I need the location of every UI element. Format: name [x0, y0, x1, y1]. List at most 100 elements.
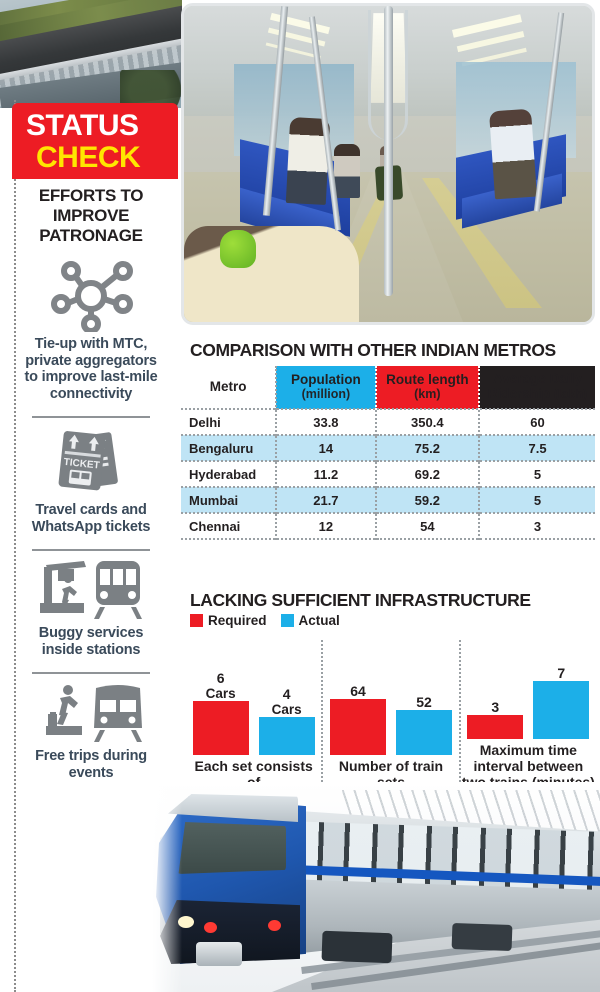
column-header-ridership: Average Daily Ridership (lakh) — [479, 366, 595, 409]
sidebar-item-label: Free trips during events — [35, 748, 147, 781]
sidebar-item-free-trips[interactable]: Free trips during events — [16, 682, 166, 795]
headlight — [178, 916, 194, 928]
sidebar-item-label: Tie-up with MTC, private aggregators to … — [24, 336, 158, 402]
bar-value: 64 — [350, 683, 366, 699]
cell-population: 14 — [276, 435, 377, 461]
legend-label-required: Required — [208, 613, 267, 628]
infrastructure-bar-chart: 6 Cars 4 Cars Each set consists of 64 — [186, 640, 596, 790]
sidebar-divider — [32, 416, 150, 418]
cell-metro: Chennai — [181, 513, 278, 539]
legend-swatch-required — [190, 614, 203, 627]
bar-value: 6 — [216, 670, 225, 686]
shrub — [120, 70, 182, 108]
bar-actual: 52 — [395, 694, 452, 755]
chart-legend: Required Actual — [190, 613, 340, 628]
bar-rect-required — [192, 701, 249, 755]
network-hub-icon — [16, 260, 166, 332]
metro-interior-photo — [181, 3, 595, 325]
cell-route-length: 75.2 — [375, 435, 481, 461]
chart-section-title: LACKING SUFFICIENT INFRASTRUCTURE — [190, 590, 531, 610]
cell-ridership: 7.5 — [528, 440, 547, 456]
bar-rect-required — [329, 699, 386, 755]
legend-item-actual: Actual — [280, 613, 340, 628]
bar-value: 4 — [282, 686, 291, 702]
cell-ridership: 5 — [533, 492, 542, 508]
column-header-metro: Metro — [181, 366, 278, 409]
cell-ridership: 3 — [533, 518, 542, 534]
table-row: Delhi 33.8 350.4 60 — [181, 409, 595, 435]
efforts-sidebar: EFFORTS TO IMPROVE PATRONAGE Tie-up with… — [16, 186, 166, 795]
cell-route-length: 54 — [375, 513, 481, 539]
bar-group-train-sets: 64 52 Number of train sets — [323, 640, 461, 790]
bar-rect-required — [467, 715, 524, 739]
bar-group-time-interval: 3 7 Maximum time interval between two tr… — [461, 640, 596, 791]
bar-value: 3 — [491, 699, 500, 715]
bar-rect-actual — [258, 717, 315, 755]
legend-swatch-actual — [280, 614, 294, 627]
cell-population: 12 — [276, 513, 377, 539]
bar-rect-actual — [533, 681, 590, 739]
sidebar-item-tickets[interactable]: TICKET Travel cards and WhatsApp tickets — [16, 426, 166, 549]
sidebar-divider — [32, 672, 150, 674]
seated-passenger-left-2 — [334, 144, 360, 198]
comparison-table: Metro Population (million) Route length … — [181, 366, 595, 540]
foreground-passenger — [184, 226, 359, 322]
chennai-metro-train-photo — [152, 782, 600, 992]
table-header-row: Metro Population (million) Route length … — [181, 366, 595, 409]
bars: 3 7 — [461, 640, 596, 739]
bar-required: 3 — [467, 699, 524, 739]
column-header-population: Population (million) — [276, 366, 377, 409]
green-bottle — [220, 230, 256, 268]
sidebar-title: EFFORTS TO IMPROVE PATRONAGE — [38, 186, 144, 245]
sidebar-item-connectivity[interactable]: Tie-up with MTC, private aggregators to … — [16, 260, 166, 416]
track-background-photo — [0, 0, 182, 108]
badge-line-2: CHECK — [36, 141, 141, 174]
bar-rect-actual — [395, 710, 452, 755]
page-left-dotted-edge — [14, 100, 16, 992]
cell-ridership: 5 — [533, 466, 542, 482]
train-bogie-2 — [451, 922, 513, 952]
column-header-route-length: Route length (km) — [375, 366, 481, 409]
cell-metro: Hyderabad — [181, 461, 278, 487]
cell-metro: Delhi — [181, 409, 278, 435]
cell-population: 33.8 — [276, 409, 377, 435]
status-check-badge: STATUS CHECK — [12, 103, 178, 179]
svg-text:TICKET: TICKET — [63, 457, 100, 472]
table-row: Mumbai 21.7 59.2 5 — [181, 487, 595, 513]
marker-light-right — [268, 920, 281, 931]
bar-value: 7 — [557, 665, 566, 681]
cell-route-length: 59.2 — [375, 487, 481, 513]
bar-unit: Cars — [205, 686, 236, 701]
marker-light-left — [204, 922, 217, 933]
station-buggy-icon — [16, 559, 166, 621]
cell-metro: Bengaluru — [181, 435, 278, 461]
bar-group-each-set: 6 Cars 4 Cars Each set consists of — [186, 640, 324, 790]
table-section-title: COMPARISON WITH OTHER INDIAN METROS — [190, 340, 556, 360]
train-coupler — [196, 942, 242, 966]
bar-required: 6 Cars — [192, 670, 249, 755]
cell-metro: Mumbai — [181, 487, 278, 513]
bar-value: 52 — [416, 694, 432, 710]
table-row: Chennai 12 54 3 — [181, 513, 595, 539]
table-row: Hyderabad 11.2 69.2 5 — [181, 461, 595, 487]
badge-line-1: STATUS — [26, 109, 139, 142]
sidebar-item-buggy[interactable]: Buggy services inside stations — [16, 559, 166, 672]
bar-actual: 7 — [533, 665, 590, 739]
cell-population: 21.7 — [276, 487, 377, 513]
train-bogie-1 — [321, 930, 393, 964]
table-row: Bengaluru 14 75.2 7.5 — [181, 435, 595, 461]
sidebar-item-label: Travel cards and WhatsApp tickets — [31, 502, 151, 535]
cell-route-length: 69.2 — [375, 461, 481, 487]
cell-ridership: 60 — [530, 414, 545, 430]
legend-item-required: Required — [190, 613, 267, 628]
sidebar-item-label: Buggy services inside stations — [38, 625, 144, 658]
legend-label-actual: Actual — [298, 613, 340, 628]
passenger-train-icon — [16, 682, 166, 744]
bar-required: 64 — [329, 683, 386, 755]
train-windshield — [178, 822, 286, 874]
ticket-icon: TICKET — [16, 426, 166, 498]
bars: 6 Cars 4 Cars — [186, 645, 321, 755]
bar-actual: 4 Cars — [258, 686, 315, 755]
photo-left-fade — [152, 782, 182, 992]
